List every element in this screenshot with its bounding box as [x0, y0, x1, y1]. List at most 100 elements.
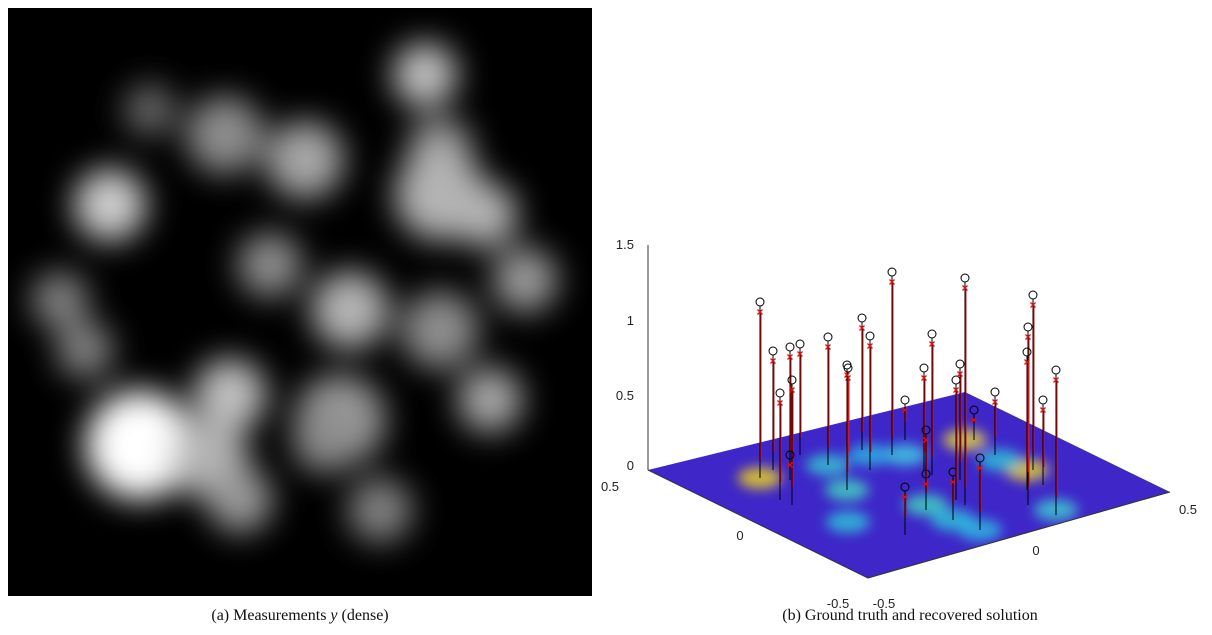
recovered-marker — [1030, 302, 1036, 308]
recovered-marker — [1053, 377, 1059, 383]
truth-marker — [990, 387, 1000, 397]
recovered-marker — [1024, 359, 1030, 365]
blob — [457, 367, 523, 433]
truth-marker — [919, 363, 929, 373]
blob — [392, 42, 458, 108]
recovered-marker — [1025, 334, 1031, 340]
truth-marker — [1051, 365, 1061, 375]
recovered-marker — [992, 399, 998, 405]
truth-marker — [795, 339, 805, 349]
heat-spot — [826, 511, 870, 533]
truth-marker — [900, 482, 910, 492]
recovered-marker — [923, 437, 929, 443]
heat-spot — [883, 444, 927, 466]
blob — [452, 182, 518, 248]
truth-marker — [969, 405, 979, 415]
z-tick-label: 0 — [627, 458, 634, 473]
recovered-marker — [902, 407, 908, 413]
blob — [311, 271, 389, 349]
truth-marker — [955, 359, 965, 369]
y-tick-label: 0.5 — [1179, 502, 1197, 517]
recovered-marker — [923, 481, 929, 487]
blob — [492, 247, 558, 313]
heat-spot — [978, 449, 1022, 471]
truth-marker — [865, 331, 875, 341]
recovered-marker — [770, 358, 776, 364]
blob — [186, 96, 264, 174]
recovered-marker — [921, 375, 927, 381]
recovered-marker — [797, 351, 803, 357]
truth-marker — [921, 425, 931, 435]
blob — [73, 168, 147, 242]
x-tick-label: -0.5 — [827, 596, 849, 611]
truth-marker — [823, 332, 833, 342]
caption-b: (b) Ground truth and recovered solution — [782, 607, 1037, 624]
blob — [266, 121, 344, 199]
caption-a: (a) Measurements y (dense) — [211, 607, 388, 624]
blob — [124, 84, 176, 136]
caption-text: (a) Measurements — [211, 607, 330, 624]
recovered-marker — [777, 400, 783, 406]
truth-marker — [768, 346, 778, 356]
y-axis — [867, 491, 1171, 579]
z-tick-label: 1.5 — [616, 237, 634, 252]
truth-marker — [951, 375, 961, 385]
recovered-marker — [787, 354, 793, 360]
truth-marker — [960, 273, 970, 283]
recovered-marker — [962, 285, 968, 291]
truth-marker — [1038, 395, 1048, 405]
truth-marker — [887, 267, 897, 277]
blob — [85, 390, 195, 500]
recovered-marker — [844, 372, 850, 378]
truth-marker — [1028, 290, 1038, 300]
blob — [401, 291, 479, 369]
recovered-marker — [867, 343, 873, 349]
truth-marker — [842, 360, 852, 370]
recovered-marker — [859, 325, 865, 331]
truth-marker — [775, 388, 785, 398]
recovered-marker — [757, 309, 763, 315]
recovered-marker — [825, 344, 831, 350]
y-tick-label: 0 — [1032, 543, 1039, 558]
truth-marker — [787, 375, 797, 385]
blob — [193, 358, 267, 432]
blob — [31, 271, 89, 329]
truth-marker — [975, 453, 985, 463]
truth-marker — [785, 450, 795, 460]
recovered-marker — [977, 465, 983, 471]
x-axis — [647, 469, 869, 579]
recovered-marker — [902, 494, 908, 500]
z-tick-label: 1 — [627, 313, 634, 328]
x-tick-label: 0 — [736, 528, 743, 543]
blob — [237, 232, 303, 298]
truth-marker — [1022, 347, 1032, 357]
recovered-marker — [971, 417, 977, 423]
recovered-marker — [787, 462, 793, 468]
recovered-marker — [950, 479, 956, 485]
recovered-marker — [953, 387, 959, 393]
caption-variable: y — [328, 607, 338, 624]
truth-marker — [857, 313, 867, 323]
truth-marker — [785, 342, 795, 352]
truth-marker — [1023, 322, 1033, 332]
recovered-marker — [957, 371, 963, 377]
blobs — [31, 42, 558, 543]
blob — [207, 467, 273, 533]
truth-marker — [921, 469, 931, 479]
x-tick-label: 0.5 — [601, 479, 619, 494]
stems — [755, 267, 1061, 535]
truth-marker — [900, 395, 910, 405]
recovered-marker — [929, 341, 935, 347]
recovered-marker — [889, 279, 895, 285]
y-tick-label: -0.5 — [873, 596, 895, 611]
z-tick-label: 0.5 — [616, 388, 634, 403]
recovered-marker — [789, 387, 795, 393]
blob — [347, 477, 413, 543]
measurement-image — [8, 8, 592, 596]
caption-text: (dense) — [338, 607, 389, 624]
truth-marker — [927, 329, 937, 339]
recovered-marker — [1040, 407, 1046, 413]
blob — [56, 321, 114, 379]
blob — [292, 407, 358, 473]
